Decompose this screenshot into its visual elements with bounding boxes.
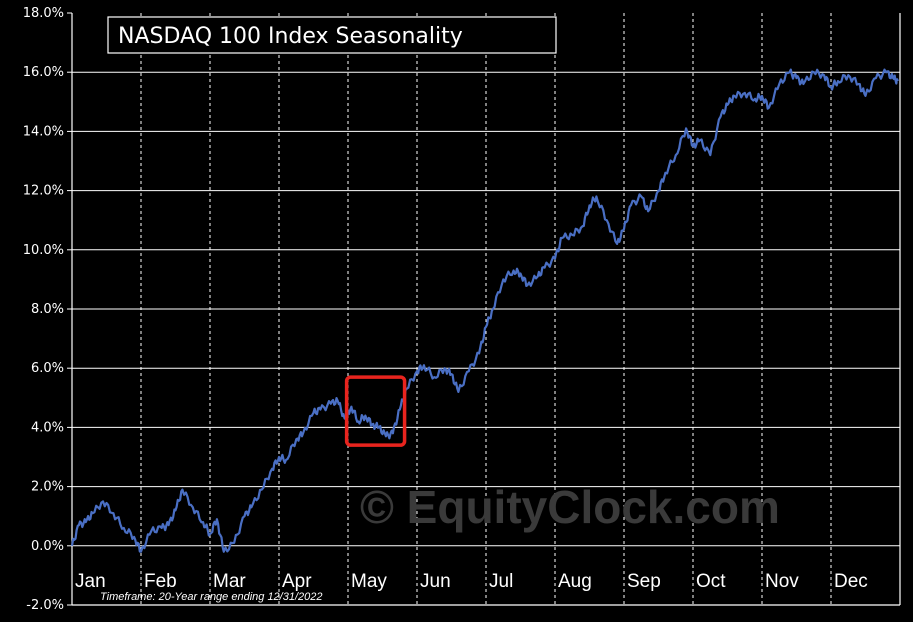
x-tick-label: Apr <box>282 571 312 592</box>
axes <box>67 12 901 606</box>
chart-title: NASDAQ 100 Index Seasonality <box>118 24 463 49</box>
y-tick-label: 2.0% <box>31 480 64 495</box>
x-tick-label: Sep <box>627 571 661 592</box>
highlight-box <box>344 375 407 447</box>
x-tick-label: Jan <box>75 571 106 592</box>
x-tick-label: Oct <box>696 571 726 592</box>
y-tick-label: 18.0% <box>23 6 64 21</box>
y-tick-labels: 18.0% 16.0% 14.0% 12.0% 10.0% 8.0% 6.0% 4.0% 2.0… <box>23 6 64 613</box>
y-tick-label: 6.0% <box>31 361 64 376</box>
x-tick-label: Mar <box>213 571 246 592</box>
x-tick-label: Jul <box>489 571 513 592</box>
x-tick-label: Jun <box>420 571 451 592</box>
timeframe-footnote: Timeframe: 20-Year range ending 12/31/20… <box>100 591 323 603</box>
y-tick-label: -2.0% <box>26 598 64 613</box>
title-box: NASDAQ 100 Index Seasonality <box>107 16 557 54</box>
y-tick-label: 0.0% <box>31 539 64 554</box>
watermark-text: © EquityClock.com <box>360 481 780 533</box>
x-tick-labels: Jan Feb Mar Apr May Jun Jul Aug Sep Oct Nov Dec <box>75 571 868 592</box>
y-tick-label: 16.0% <box>23 65 64 80</box>
x-tick-label: Feb <box>144 571 177 592</box>
y-tick-label: 12.0% <box>23 184 64 199</box>
x-tick-label: Aug <box>558 571 592 592</box>
x-tick-label: May <box>351 571 387 592</box>
grid-lines <box>72 13 900 605</box>
y-tick-label: 10.0% <box>23 243 64 258</box>
y-tick-label: 4.0% <box>31 420 64 435</box>
x-tick-label: Dec <box>834 571 868 592</box>
y-tick-label: 14.0% <box>23 124 64 139</box>
y-tick-label: 8.0% <box>31 302 64 317</box>
series-line <box>70 68 899 553</box>
x-tick-label: Nov <box>765 571 799 592</box>
